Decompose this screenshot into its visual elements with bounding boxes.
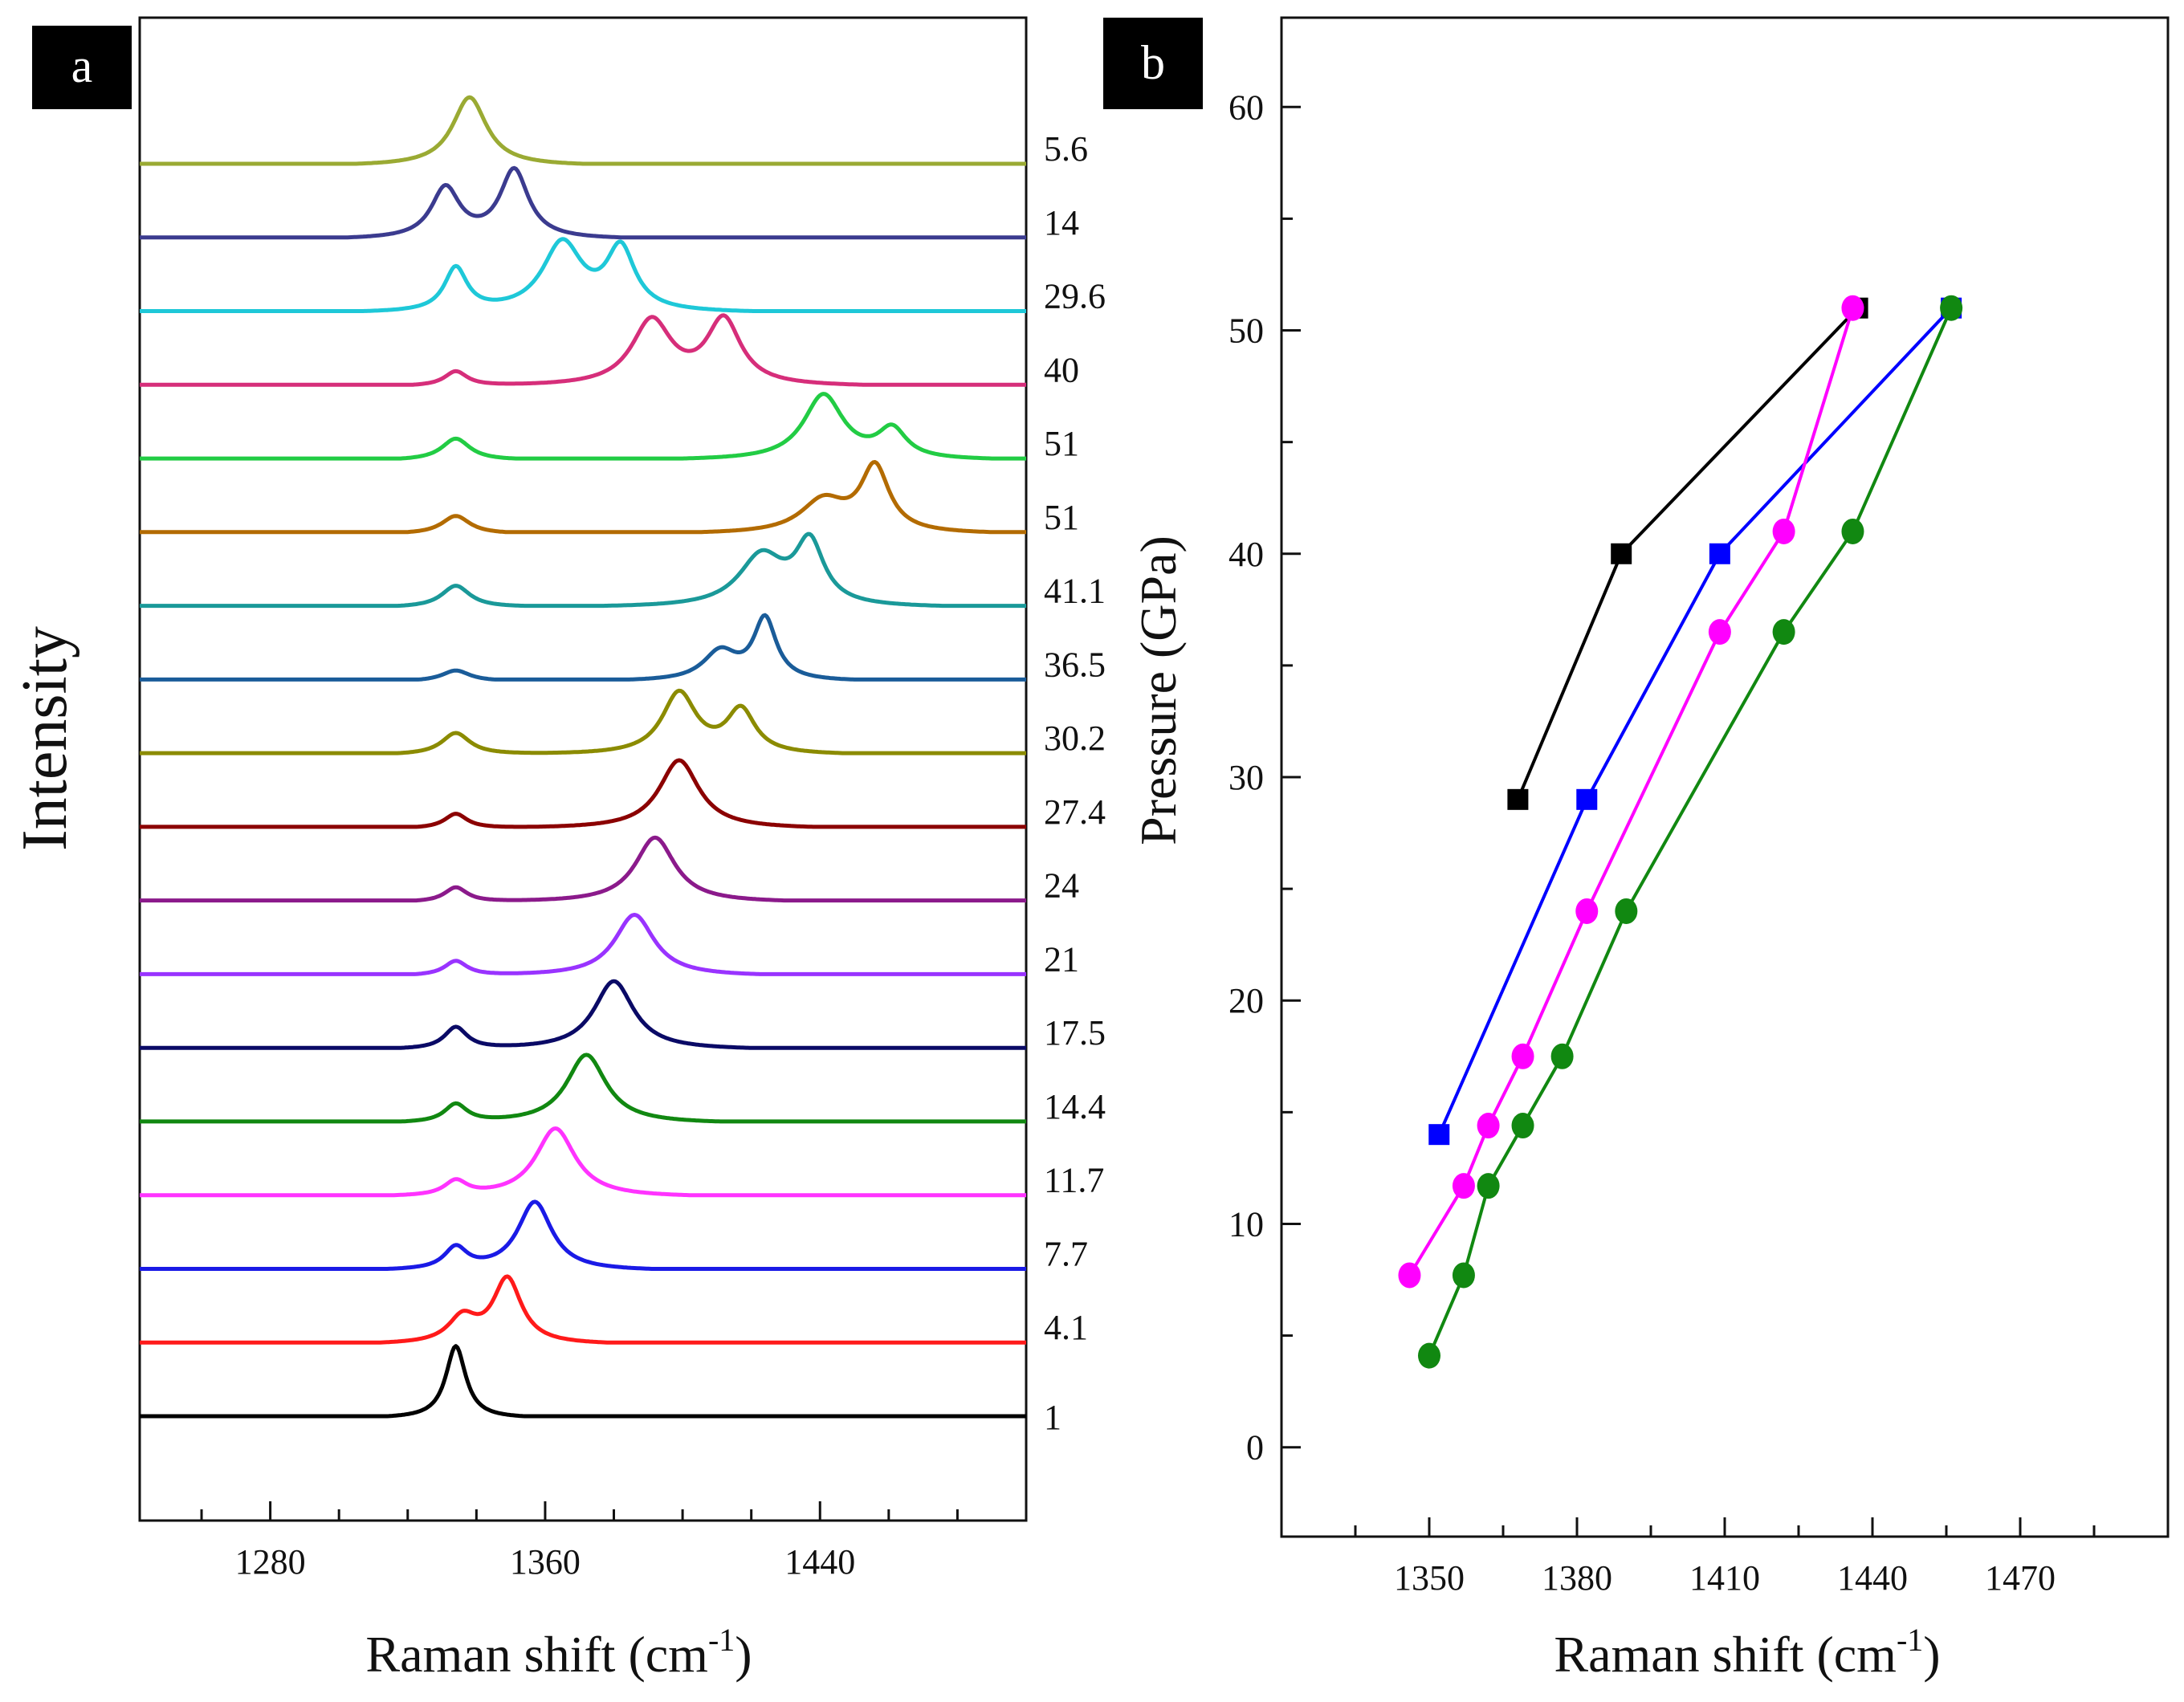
panel-b-y-tick-label: 20	[1228, 981, 1264, 1020]
panel-a-plot-frame	[138, 16, 1028, 1522]
spectrum-trace-9	[139, 688, 1027, 755]
spectrum-trace-13	[139, 392, 1027, 461]
panel-a-label-box	[32, 26, 132, 109]
spectrum-label-6: 21	[1044, 939, 1079, 979]
circle-marker-magenta-circles-1	[1452, 1173, 1475, 1199]
panel-b-series	[1398, 295, 1963, 1369]
spectrum-trace-4	[139, 1053, 1027, 1124]
spectrum-label-7: 24	[1044, 866, 1079, 906]
panel-b-x-tick-label: 1470	[1985, 1558, 2056, 1598]
panel-b-axes: 0 10 20 30 40 50 60 1350 1380 1410 1440 1470	[1228, 88, 2096, 1598]
spectrum-label-1: 4.1	[1044, 1308, 1088, 1347]
spectrum-label-14: 40	[1044, 350, 1079, 389]
spectrum-trace-7	[139, 835, 1027, 903]
panel-b-y-tick-label: 60	[1228, 88, 1264, 127]
spectrum-label-8: 27.4	[1044, 792, 1106, 832]
spectrum-label-3: 11.7	[1044, 1161, 1104, 1200]
panel-b-y-axis-title: Pressure (GPa)	[1130, 535, 1187, 845]
spectrum-trace-3	[139, 1126, 1027, 1198]
square-marker-blue-squares-1	[1576, 788, 1598, 810]
spectrum-trace-8	[139, 758, 1027, 829]
circle-marker-green-circles-3	[1511, 1113, 1534, 1139]
panel-b-y-tick-label: 0	[1246, 1428, 1264, 1468]
series-line-green-circles	[1428, 307, 1953, 1357]
spectrum-trace-6	[139, 913, 1027, 976]
panel-a-x-axis-title: Raman shift (cm-1)	[365, 1622, 752, 1683]
circle-marker-green-circles-7	[1841, 518, 1864, 544]
square-marker-black-squares-0	[1507, 788, 1529, 810]
panel-a-y-axis-title: Intensity	[10, 626, 80, 851]
panel-b-y-tick-label: 50	[1228, 311, 1264, 351]
panel-a-trace-labels: 1 4.1 7.7 11.7 14.4 17.5 21 24 27.4 30.2 36.5 41.1 5…	[1044, 129, 1106, 1437]
series-line-black-squares	[1516, 307, 1860, 800]
spectrum-trace-0	[139, 1344, 1027, 1419]
spectrum-label-10: 36.5	[1044, 645, 1106, 684]
circle-marker-green-circles-8	[1940, 295, 1963, 321]
panel-a: a 1 4.1 7.7 11.7 14.4 17.5 21 24 27.4 30.2 36.5 41.…	[10, 16, 1106, 1683]
circle-marker-magenta-circles-0	[1398, 1262, 1421, 1289]
circle-marker-magenta-circles-2	[1477, 1113, 1500, 1139]
panel-b-y-tick-label: 40	[1228, 535, 1264, 574]
series-line-blue-squares	[1437, 307, 1953, 1136]
panel-a-x-tick-label: 1440	[784, 1542, 855, 1582]
panel-b-label: b	[1141, 36, 1165, 89]
panel-b: b 0 10 20 30 40 50 60 1350 1380 1410 1440 1470 Rama…	[1103, 16, 2170, 1683]
circle-marker-green-circles-6	[1772, 619, 1795, 645]
spectrum-label-12: 51	[1044, 498, 1079, 537]
panel-b-plot-frame	[1280, 16, 2170, 1538]
panel-b-label-box	[1103, 18, 1203, 109]
circle-marker-magenta-circles-5	[1708, 619, 1731, 645]
circle-marker-green-circles-1	[1452, 1262, 1475, 1289]
circle-marker-green-circles-5	[1615, 898, 1638, 924]
spectrum-label-11: 41.1	[1044, 572, 1106, 611]
spectrum-trace-1	[139, 1274, 1027, 1345]
circle-marker-magenta-circles-6	[1772, 518, 1795, 544]
spectrum-trace-16	[139, 165, 1027, 240]
spectrum-label-17: 5.6	[1044, 129, 1088, 169]
panel-b-x-tick-label: 1410	[1689, 1558, 1760, 1598]
panel-a-traces	[139, 95, 1027, 1419]
spectrum-label-5: 17.5	[1044, 1013, 1106, 1053]
panel-b-x-tick-label: 1350	[1394, 1558, 1465, 1598]
spectrum-trace-12	[139, 460, 1027, 535]
series-line-magenta-circles	[1408, 307, 1855, 1276]
spectrum-label-16: 14	[1044, 203, 1079, 242]
spectrum-trace-15	[139, 237, 1027, 313]
circle-marker-magenta-circles-3	[1511, 1043, 1534, 1069]
spectrum-trace-17	[139, 95, 1027, 166]
panel-a-label: a	[71, 39, 93, 92]
square-marker-blue-squares-0	[1428, 1124, 1450, 1146]
circle-marker-magenta-circles-4	[1575, 898, 1599, 924]
spectrum-label-13: 51	[1044, 424, 1079, 463]
square-marker-blue-squares-2	[1709, 543, 1730, 564]
square-marker-black-squares-1	[1611, 543, 1632, 564]
spectrum-trace-10	[139, 613, 1027, 682]
circle-marker-green-circles-4	[1550, 1043, 1574, 1069]
spectrum-label-9: 30.2	[1044, 719, 1106, 758]
spectrum-label-2: 7.7	[1044, 1235, 1088, 1274]
spectrum-label-0: 1	[1044, 1398, 1061, 1437]
spectrum-label-15: 29.6	[1044, 277, 1106, 316]
spectrum-label-4: 14.4	[1044, 1087, 1106, 1126]
spectrum-trace-2	[139, 1199, 1027, 1271]
circle-marker-magenta-circles-7	[1841, 295, 1864, 321]
panel-a-x-tick-label: 1280	[235, 1542, 306, 1582]
panel-b-x-tick-label: 1440	[1837, 1558, 1908, 1598]
panel-b-y-tick-label: 10	[1228, 1204, 1264, 1244]
panel-b-x-axis-title: Raman shift (cm-1)	[1554, 1622, 1940, 1683]
panel-b-y-tick-label: 30	[1228, 758, 1264, 797]
spectrum-trace-11	[139, 531, 1027, 609]
spectrum-trace-14	[139, 313, 1027, 387]
circle-marker-green-circles-2	[1477, 1173, 1500, 1199]
circle-marker-green-circles-0	[1418, 1342, 1440, 1369]
panel-a-x-tick-label: 1360	[510, 1542, 581, 1582]
panel-a-x-axis: 1280 1360 1440	[200, 1501, 959, 1582]
spectrum-trace-5	[139, 979, 1027, 1050]
panel-b-x-tick-label: 1380	[1542, 1558, 1612, 1598]
